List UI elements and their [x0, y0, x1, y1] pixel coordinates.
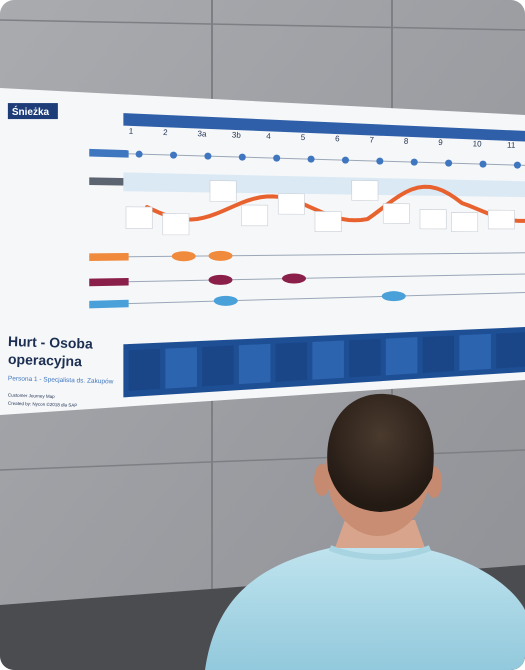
logo: Śnieżka — [12, 105, 50, 118]
wall-seam — [0, 19, 525, 31]
note — [277, 193, 305, 215]
note — [487, 209, 515, 230]
card — [165, 347, 197, 389]
row-pill — [89, 177, 129, 186]
step-icon — [445, 159, 453, 167]
ear — [314, 464, 330, 496]
row-line — [89, 252, 525, 258]
wall-seam — [0, 449, 525, 471]
step-number: 7 — [369, 135, 374, 144]
row-line — [89, 273, 525, 283]
step-icon — [135, 150, 143, 158]
step-icon — [410, 158, 418, 166]
row-pill — [89, 253, 129, 261]
card — [496, 332, 525, 369]
card — [349, 338, 381, 378]
card — [238, 343, 271, 385]
note — [209, 180, 237, 203]
step-number: 1 — [129, 127, 134, 136]
shirt — [205, 548, 525, 670]
step-icon — [170, 151, 178, 159]
footer-text: Created by: Nycon ©2018 dla SAP — [8, 400, 78, 408]
note — [451, 212, 479, 232]
step-icon — [307, 155, 315, 163]
card — [459, 333, 491, 371]
poster-title: Hurt - Osoba — [8, 333, 93, 352]
step-number: 3b — [232, 130, 242, 139]
poster-content: 1 2 3a 3b 4 5 6 7 8 9 10 11 Śnieżka Hurt - Osobaopera… — [8, 103, 525, 408]
step-number: 11 — [507, 140, 516, 149]
step-icon — [513, 161, 521, 169]
poster-title: operacyjna — [8, 351, 83, 369]
blob — [282, 273, 306, 284]
blob — [208, 250, 233, 261]
note — [351, 180, 379, 201]
card — [312, 340, 344, 380]
step-number: 6 — [335, 134, 340, 143]
note — [125, 206, 153, 230]
footer-text: Customer Journey Map — [8, 393, 55, 399]
step-number: 9 — [438, 138, 443, 147]
row-pill — [89, 148, 129, 158]
row-line — [89, 292, 525, 306]
blob — [213, 295, 238, 306]
blob — [171, 251, 196, 262]
step-icon — [238, 153, 246, 161]
step-number: 5 — [300, 133, 305, 142]
card — [422, 335, 455, 373]
person — [205, 393, 525, 670]
card — [275, 342, 308, 382]
step-icon — [273, 154, 281, 162]
header-band — [123, 113, 525, 142]
step-number: 4 — [266, 132, 271, 141]
step-number: 8 — [404, 137, 409, 146]
step-number: 2 — [163, 128, 168, 137]
row-pill — [89, 277, 129, 287]
hair — [327, 393, 434, 512]
card — [202, 345, 234, 387]
note — [382, 203, 410, 224]
row-pill — [89, 299, 129, 309]
persona: Persona 1 - Specjalista ds. Zakupów — [8, 375, 114, 385]
card — [385, 337, 418, 376]
row-line — [89, 152, 525, 166]
logo-box — [7, 103, 58, 120]
note — [419, 209, 447, 230]
note — [241, 204, 269, 227]
card — [128, 348, 161, 391]
note — [162, 213, 190, 236]
blob — [381, 291, 406, 302]
step-number: 3a — [197, 129, 207, 138]
collar — [328, 545, 432, 560]
blob — [208, 274, 233, 285]
step-icon — [341, 156, 349, 164]
step-icon — [479, 160, 487, 168]
step-number: 10 — [472, 139, 482, 148]
step-icon — [204, 152, 212, 160]
note — [314, 211, 342, 233]
step-icon — [376, 157, 384, 165]
